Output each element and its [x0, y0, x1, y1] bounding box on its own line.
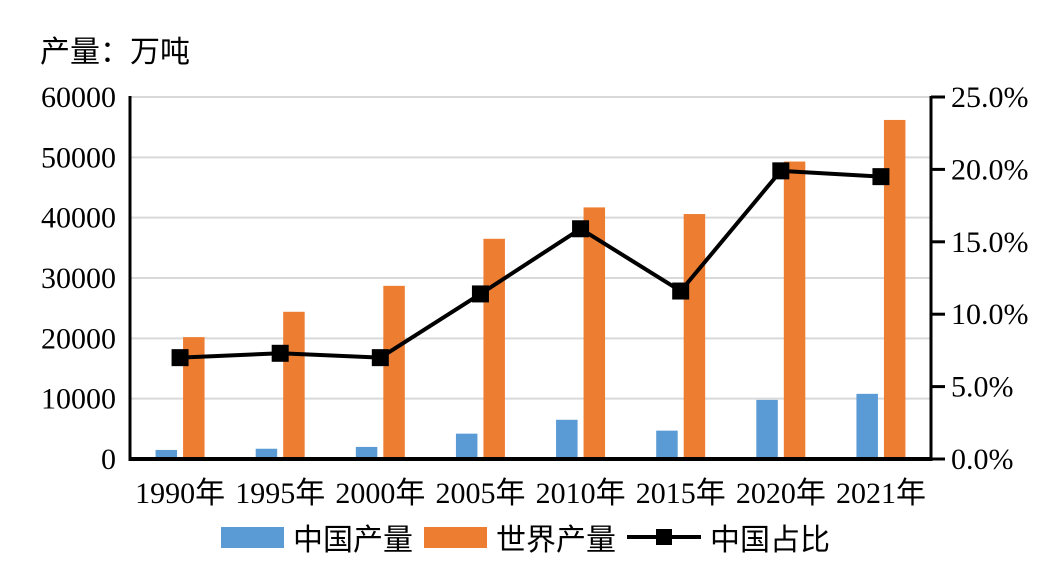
bar-china-2 [355, 446, 378, 459]
china-share-line [179, 168, 882, 360]
bar-china-7 [856, 393, 878, 459]
left-axis-tick-label: 60000 [41, 81, 116, 114]
x-axis-label: 2015年 [636, 477, 726, 510]
bar-world-5 [683, 214, 706, 459]
left-axis-tick-label: 20000 [41, 322, 116, 355]
x-axis-label: 1995年 [235, 477, 325, 510]
legend-line-marker-sample-icon [627, 526, 701, 548]
china-share-marker-2 [371, 349, 389, 367]
bar-china-3 [455, 433, 478, 459]
left-axis-tick-label: 40000 [41, 202, 116, 235]
x-axis-label: 1990年 [135, 477, 225, 510]
legend-swatch-world-icon [424, 526, 487, 548]
legend-item-world-production: 世界产量 [424, 515, 616, 559]
legend: 中国产量 世界产量 中国占比 [0, 520, 1051, 557]
left-axis-unit-title: 产量：万吨 [40, 36, 190, 69]
left-axis-tick-label: 50000 [41, 141, 116, 174]
china-share-marker-5 [672, 282, 690, 300]
legend-label-world-production: 世界产量 [496, 524, 616, 557]
china-share-marker-3 [471, 285, 489, 303]
bar-world-0 [183, 337, 205, 459]
x-axis-label: 2010年 [536, 477, 626, 510]
bar-china-5 [656, 430, 678, 459]
bar-china-0 [155, 449, 178, 459]
bar-world-7 [883, 119, 906, 459]
x-axis-label: 2020年 [736, 477, 826, 510]
x-axis-label: 2000年 [335, 477, 425, 510]
legend-item-china-share: 中国占比 [627, 515, 830, 559]
bar-world-3 [483, 238, 505, 459]
bar-world-6 [783, 161, 806, 459]
bar-china-6 [756, 399, 778, 459]
right-axis-tick-label: 25.0% [951, 81, 1029, 114]
china-share-marker-7 [872, 168, 890, 186]
x-axis-label: 2021年 [836, 477, 926, 510]
right-axis-tick-label: 10.0% [951, 298, 1029, 331]
bar-world-2 [383, 285, 405, 459]
right-axis-tick-label: 20.0% [951, 153, 1029, 186]
right-axis-tick-label: 0.0% [951, 443, 1014, 476]
right-axis-tick-label: 15.0% [951, 226, 1029, 259]
bar-world-4 [583, 207, 606, 459]
left-axis-tick-label: 30000 [41, 262, 116, 295]
legend-item-china-production: 中国产量 [221, 515, 413, 559]
left-axis-tick-label: 10000 [41, 383, 116, 416]
bar-china-4 [556, 419, 578, 459]
legend-label-china-share: 中国占比 [710, 524, 830, 557]
china-share-marker-0 [171, 349, 189, 367]
china-share-marker-1 [271, 344, 289, 362]
china-share-marker-6 [772, 162, 790, 180]
x-axis-label: 2005年 [435, 477, 525, 510]
legend-label-china-production: 中国产量 [293, 524, 413, 557]
bar-china-1 [255, 448, 278, 459]
right-axis-tick-label: 5.0% [951, 371, 1014, 404]
legend-square-marker-icon [656, 529, 672, 545]
left-axis-tick-label: 0 [101, 443, 116, 476]
legend-swatch-china-icon [221, 526, 284, 548]
china-share-marker-4 [572, 220, 590, 238]
bar-world-1 [283, 311, 305, 459]
